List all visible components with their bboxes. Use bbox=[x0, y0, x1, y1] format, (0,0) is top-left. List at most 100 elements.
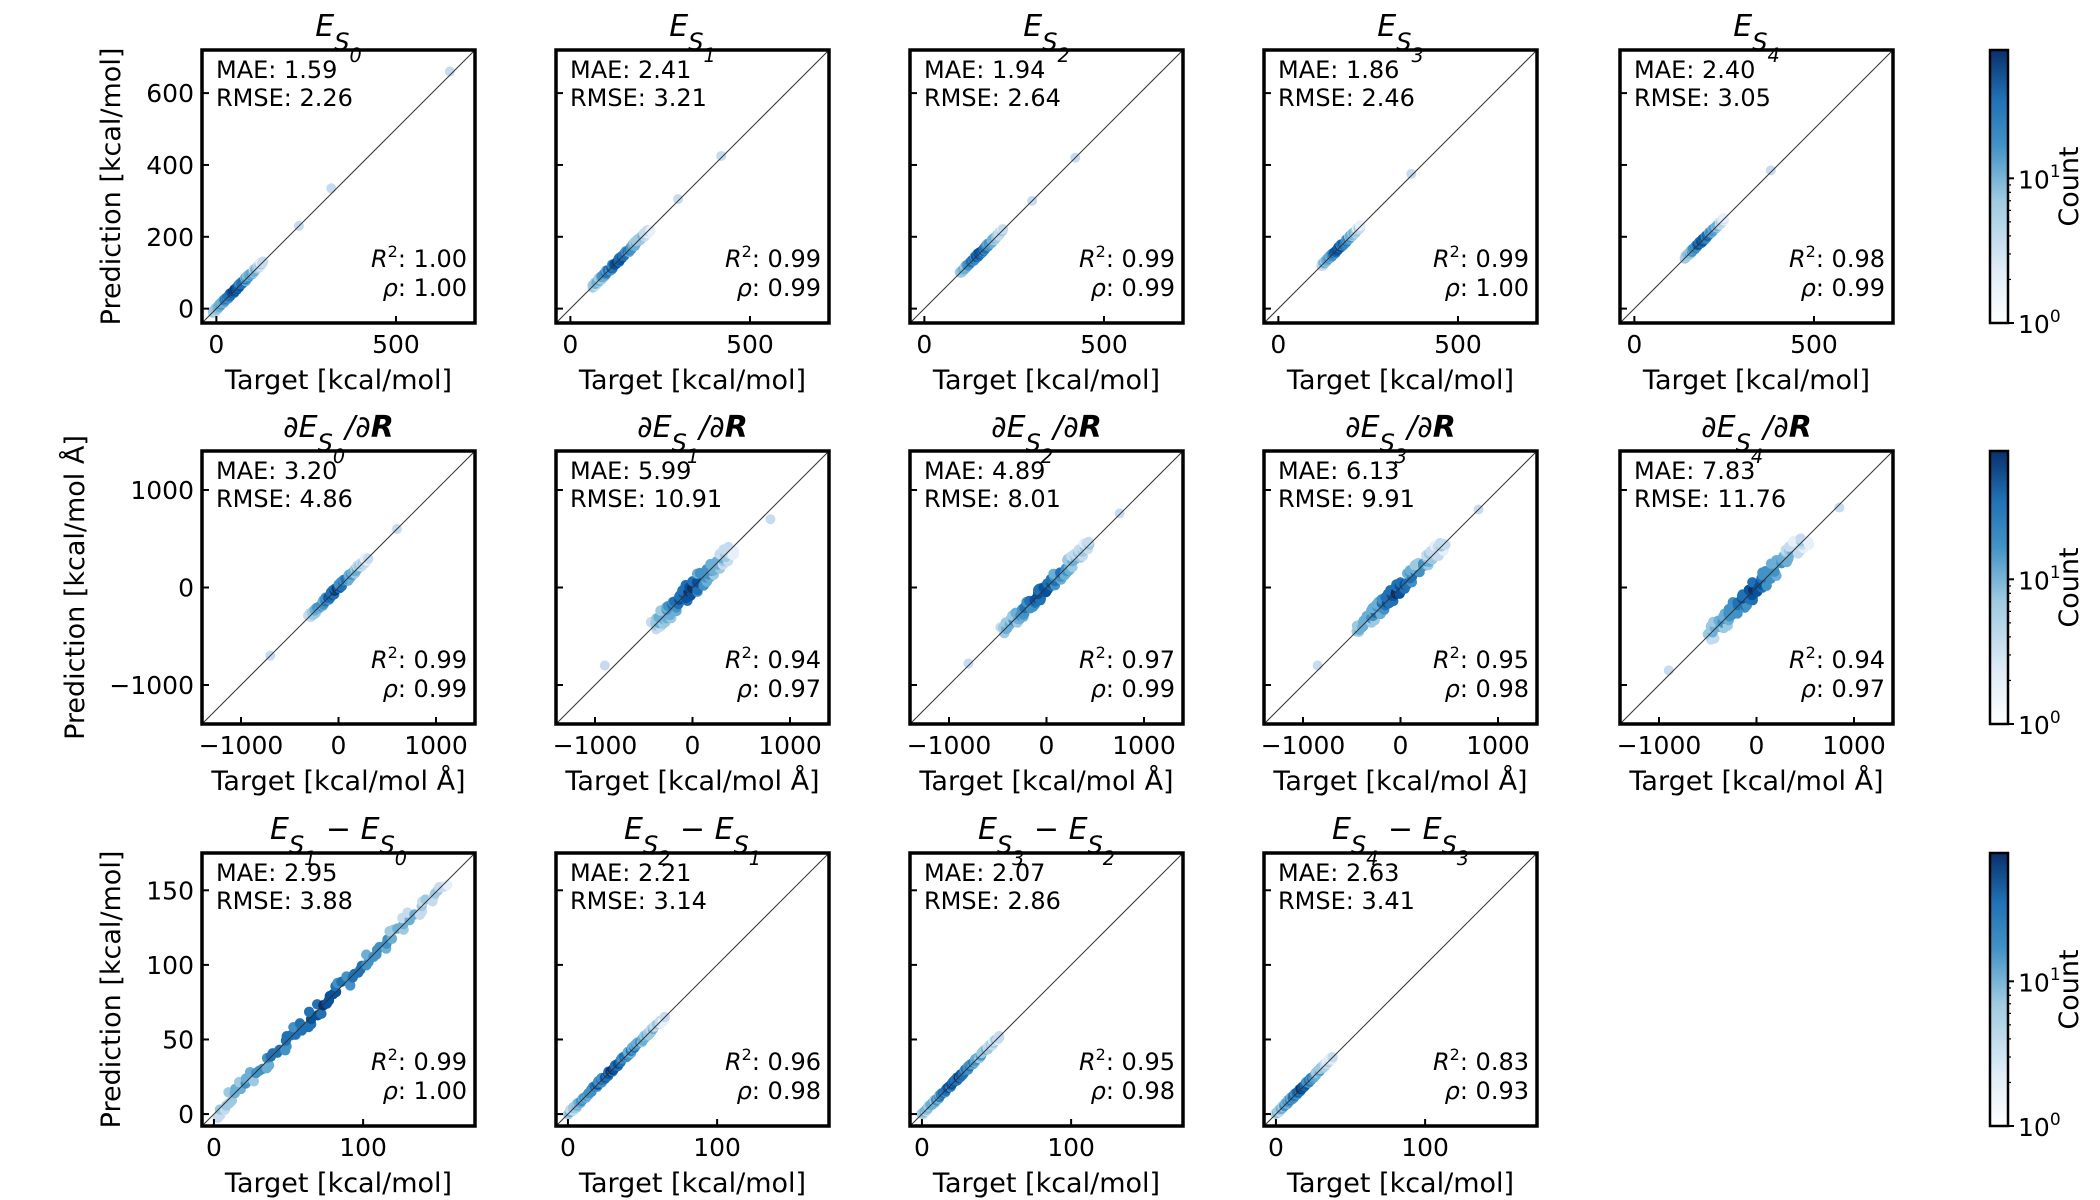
rho-label: ρ: 0.98 bbox=[737, 1077, 821, 1105]
x-axis-label: Target [kcal/mol] bbox=[932, 365, 1160, 396]
y-tick-label: 50 bbox=[162, 1025, 194, 1054]
colorbar-gradient bbox=[1988, 449, 2010, 726]
r2-label: R2: 0.83 bbox=[1433, 1045, 1529, 1076]
hexbin-cell bbox=[1406, 168, 1417, 179]
x-tick-label: 0 bbox=[206, 1133, 222, 1162]
x-axis-label: Target [kcal/mol Å] bbox=[210, 765, 465, 797]
plot-frame bbox=[200, 48, 477, 325]
hexbin-cell bbox=[1718, 212, 1729, 224]
rho-label: ρ: 0.98 bbox=[1091, 1077, 1175, 1105]
y-tick-label: 1000 bbox=[130, 476, 194, 505]
identity-line bbox=[556, 853, 829, 1126]
rmse-label: RMSE: 10.91 bbox=[570, 485, 722, 513]
x-tick-label: −1000 bbox=[1261, 731, 1346, 760]
r2-label: R2: 0.99 bbox=[1079, 242, 1175, 273]
y-tick-label: 0 bbox=[178, 574, 194, 603]
r2-label: R2: 0.95 bbox=[1079, 1045, 1175, 1076]
r2-label: R2: 0.98 bbox=[1789, 242, 1885, 273]
plot-frame bbox=[1262, 48, 1539, 325]
x-tick-label: 500 bbox=[1434, 330, 1482, 359]
x-axis-label: Target [kcal/mol] bbox=[1642, 365, 1870, 396]
r2-label: R2: 0.95 bbox=[1433, 643, 1529, 674]
hexbin-cell bbox=[248, 1076, 260, 1087]
hexbin-cell bbox=[673, 194, 684, 205]
hexbin-cell bbox=[728, 545, 740, 557]
plot-frame bbox=[908, 48, 1185, 325]
rmse-label: RMSE: 3.05 bbox=[1634, 84, 1771, 112]
colorbar-gradient bbox=[1988, 851, 2010, 1128]
identity-line bbox=[910, 853, 1183, 1126]
rho-label: ρ: 0.99 bbox=[1801, 274, 1885, 302]
r2-label: R2: 0.99 bbox=[371, 1045, 467, 1076]
plot-frame bbox=[554, 851, 831, 1128]
rmse-label: RMSE: 8.01 bbox=[924, 485, 1061, 513]
x-tick-label: 0 bbox=[916, 330, 932, 359]
colorbar-tick-label: 100 bbox=[2018, 307, 2061, 339]
r2-label: R2: 0.94 bbox=[1789, 643, 1885, 674]
rmse-label: RMSE: 2.64 bbox=[924, 84, 1061, 112]
x-tick-label: 1000 bbox=[758, 731, 822, 760]
rmse-label: RMSE: 3.41 bbox=[1278, 887, 1415, 915]
identity-line bbox=[202, 50, 475, 323]
identity-line bbox=[910, 451, 1183, 724]
x-tick-label: 500 bbox=[726, 330, 774, 359]
mae-label: MAE: 3.20 bbox=[216, 457, 337, 485]
identity-line bbox=[556, 50, 829, 323]
x-axis-label: Target [kcal/mol Å] bbox=[564, 765, 819, 797]
x-axis-label: Target [kcal/mol Å] bbox=[1272, 765, 1527, 797]
x-tick-label: 100 bbox=[1401, 1133, 1449, 1162]
x-tick-label: 500 bbox=[372, 330, 420, 359]
x-tick-label: −1000 bbox=[199, 731, 284, 760]
mae-label: MAE: 2.41 bbox=[570, 56, 691, 84]
x-axis-label: Target [kcal/mol] bbox=[932, 1168, 1160, 1199]
x-tick-label: −1000 bbox=[1617, 731, 1702, 760]
colorbar-label: Count bbox=[2054, 949, 2085, 1029]
colorbar-tick-label: 100 bbox=[2018, 1110, 2061, 1142]
x-tick-label: 0 bbox=[1749, 731, 1765, 760]
rho-label: ρ: 0.97 bbox=[1801, 675, 1885, 703]
colorbar-gradient bbox=[1988, 48, 2010, 325]
mae-label: MAE: 2.40 bbox=[1634, 56, 1755, 84]
rho-label: ρ: 0.99 bbox=[1091, 675, 1175, 703]
mae-label: MAE: 5.99 bbox=[570, 457, 691, 485]
rmse-label: RMSE: 2.46 bbox=[1278, 84, 1415, 112]
x-tick-label: 0 bbox=[1393, 731, 1409, 760]
x-tick-label: 100 bbox=[693, 1133, 741, 1162]
hexbin-cell bbox=[442, 879, 453, 891]
identity-line bbox=[202, 853, 475, 1126]
hexbin-cell bbox=[316, 1008, 327, 1019]
x-tick-label: 0 bbox=[208, 330, 224, 359]
r2-label: R2: 0.99 bbox=[371, 643, 467, 674]
rmse-label: RMSE: 2.86 bbox=[924, 887, 1061, 915]
hexbin-cell bbox=[326, 183, 337, 194]
hexbin-cell bbox=[1765, 165, 1776, 176]
x-tick-label: 500 bbox=[1080, 330, 1128, 359]
x-tick-label: 500 bbox=[1790, 330, 1838, 359]
hexbin-cell bbox=[1802, 536, 1814, 547]
x-tick-label: 100 bbox=[339, 1133, 387, 1162]
x-tick-label: −1000 bbox=[553, 731, 638, 760]
rho-label: ρ: 0.99 bbox=[1091, 274, 1175, 302]
x-tick-label: −1000 bbox=[907, 731, 992, 760]
identity-line bbox=[202, 451, 475, 724]
hexbin-cell bbox=[599, 660, 610, 671]
r2-label: R2: 0.96 bbox=[725, 1045, 821, 1076]
x-axis-label: Target [kcal/mol] bbox=[224, 365, 452, 396]
x-axis-label: Target [kcal/mol] bbox=[578, 1168, 806, 1199]
rho-label: ρ: 1.00 bbox=[383, 1077, 467, 1105]
hexbin-cell bbox=[1834, 502, 1845, 513]
colorbar-label: Count bbox=[2054, 146, 2085, 226]
hexbin-cell bbox=[303, 1006, 315, 1018]
r2-label: R2: 0.99 bbox=[725, 242, 821, 273]
identity-line bbox=[1264, 50, 1537, 323]
hexbin-cell bbox=[444, 66, 455, 77]
rho-label: ρ: 1.00 bbox=[1445, 274, 1529, 302]
r2-label: R2: 1.00 bbox=[371, 242, 467, 273]
